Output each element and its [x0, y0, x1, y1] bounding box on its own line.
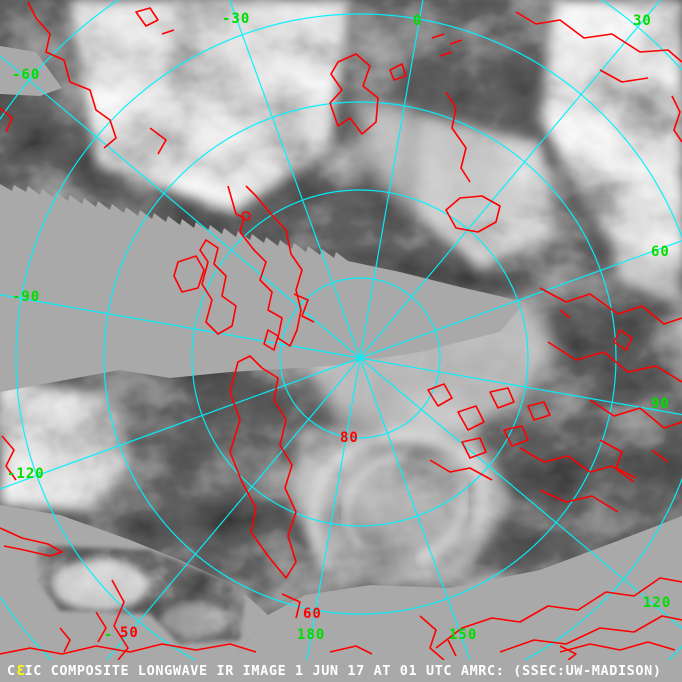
- longitude-label: -30: [222, 11, 251, 27]
- caption-yellow-glyph: 3: [15, 663, 25, 679]
- longitude-label: -: [104, 627, 114, 643]
- coastlines: [0, 1, 682, 661]
- longitude-label: 0: [413, 13, 423, 29]
- longitude-label: -120: [7, 466, 45, 482]
- longitude-label: -60: [12, 67, 41, 83]
- caption-bar: C3IC COMPOSITE LONGWAVE IR IMAGE 1 JUN 1…: [0, 660, 682, 682]
- gray-wedge-top-left: [0, 46, 62, 96]
- latitude-label: 50: [120, 625, 139, 641]
- cyclone-swirl: [306, 428, 490, 572]
- longitude-label: 180: [297, 627, 326, 643]
- longitude-label: 90: [651, 396, 670, 412]
- caption-prefix: C: [7, 663, 16, 679]
- longitude-label: 60: [651, 244, 670, 260]
- caption-text: C3IC COMPOSITE LONGWAVE IR IMAGE 1 JUN 1…: [0, 663, 662, 679]
- caption-body: IC COMPOSITE LONGWAVE IR IMAGE 1 JUN 17 …: [24, 663, 662, 679]
- latitude-label: 80: [340, 430, 359, 446]
- longitude-label: -90: [12, 289, 41, 305]
- gray-wedge-left: [0, 184, 525, 392]
- latitude-label: 60: [303, 606, 322, 622]
- longitude-label: 120: [643, 595, 672, 611]
- longitude-label: 150: [449, 627, 478, 643]
- longitude-label: 30: [633, 13, 652, 29]
- gray-region-bottom-right: [228, 516, 682, 682]
